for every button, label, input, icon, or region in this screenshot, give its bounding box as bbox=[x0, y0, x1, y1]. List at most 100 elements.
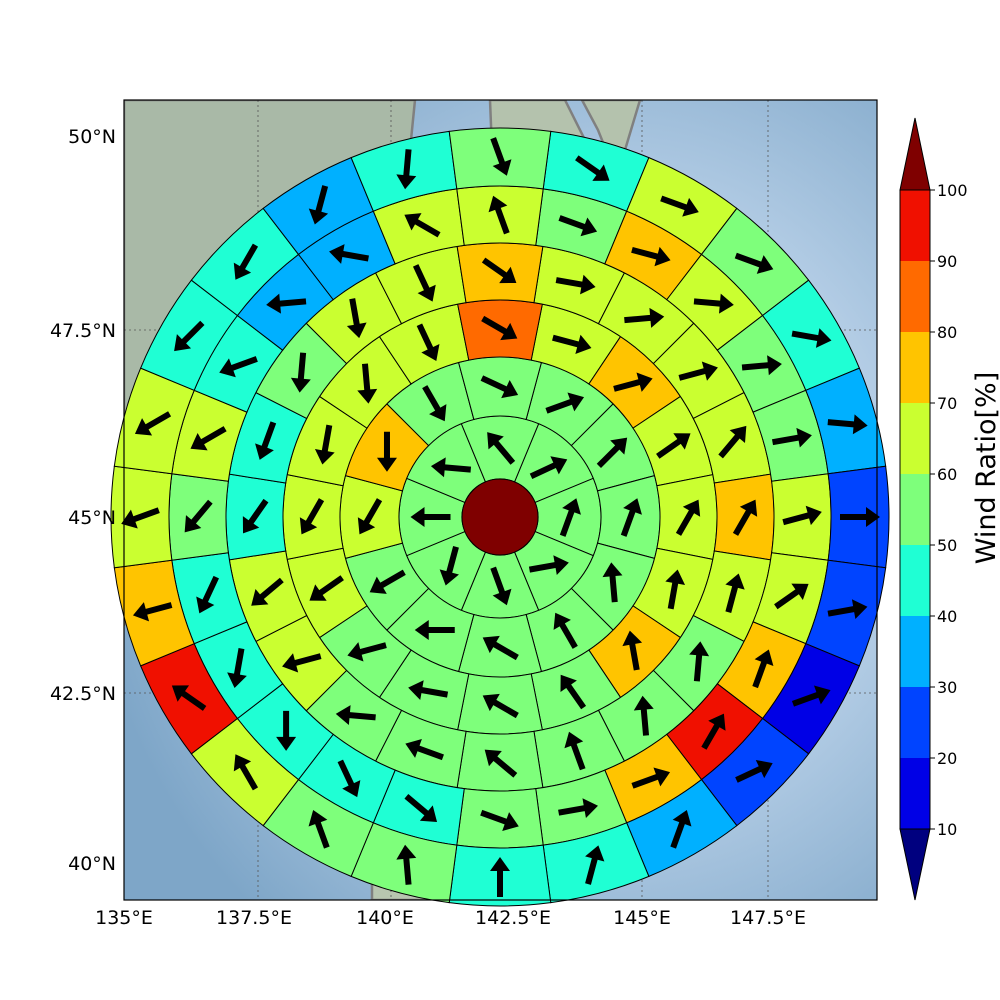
wind-arrow bbox=[575, 155, 610, 181]
wind-arrow bbox=[656, 433, 691, 459]
wind-arrow bbox=[196, 575, 219, 614]
wind-arrow bbox=[559, 498, 581, 537]
wind-arrow bbox=[741, 355, 782, 376]
colorbar-over-triangle bbox=[899, 117, 931, 191]
wind-arrow bbox=[555, 274, 596, 295]
wind-arrow bbox=[414, 620, 455, 641]
colorbar-band bbox=[900, 332, 930, 403]
wind-arrow bbox=[405, 739, 444, 761]
colorbar-tick-label: 80 bbox=[937, 323, 957, 342]
wind-arrow bbox=[490, 857, 510, 897]
wind-arrow bbox=[665, 569, 686, 610]
lon-tick-label: 137.5°E bbox=[216, 907, 292, 929]
wind-arrow bbox=[314, 424, 335, 465]
wind-arrow bbox=[752, 649, 774, 689]
wind-arrow bbox=[481, 315, 518, 341]
lon-tick-label: 142.5°E bbox=[475, 907, 551, 929]
lon-tick-label: 135°E bbox=[95, 907, 153, 929]
wind-arrow bbox=[791, 685, 831, 707]
wind-arrow bbox=[678, 361, 718, 381]
wind-arrow bbox=[480, 809, 519, 831]
colorbar-band bbox=[900, 261, 930, 332]
wind-arrow bbox=[357, 498, 383, 535]
wind-arrow bbox=[689, 641, 710, 682]
colorbar-label: Wind Ratio[%] bbox=[971, 372, 1000, 564]
wind-arrow bbox=[660, 195, 699, 217]
wind-arrow bbox=[369, 569, 406, 594]
colorbar-tick-label: 30 bbox=[937, 678, 957, 697]
wind-arrow bbox=[404, 213, 441, 238]
wind-arrow bbox=[771, 427, 812, 448]
wind-arrow bbox=[564, 731, 586, 771]
wind-arrow bbox=[487, 432, 516, 465]
wind-arrow bbox=[481, 257, 517, 284]
wind-arrow bbox=[357, 363, 378, 404]
wind-ratio-sectors bbox=[110, 127, 890, 907]
wind-arrow bbox=[134, 411, 172, 436]
colorbar-band bbox=[900, 687, 930, 758]
wind-arrow bbox=[613, 372, 653, 392]
wind-arrow bbox=[558, 215, 598, 237]
wind-arrow bbox=[299, 498, 325, 535]
wind-arrow bbox=[255, 421, 277, 460]
colorbar-tick-label: 90 bbox=[937, 252, 957, 271]
wind-arrow bbox=[309, 575, 344, 601]
wind-arrow bbox=[490, 566, 512, 606]
wind-arrow bbox=[631, 246, 671, 267]
wind-arrow bbox=[337, 759, 361, 798]
wind-arrow bbox=[484, 749, 518, 778]
colorbar-tick-label: 20 bbox=[937, 749, 957, 768]
colorbar-band bbox=[900, 758, 930, 829]
wind-arrow bbox=[396, 149, 417, 190]
lat-tick-label: 42.5°N bbox=[50, 683, 116, 705]
wind-arrow bbox=[290, 352, 311, 393]
wind-arrow bbox=[376, 431, 397, 472]
wind-arrow bbox=[412, 264, 436, 302]
wind-arrow bbox=[439, 546, 459, 586]
wind-arrow bbox=[633, 695, 654, 736]
wind-arrow bbox=[132, 602, 173, 622]
wind-arrow bbox=[482, 635, 519, 661]
wind-arrow bbox=[227, 648, 247, 688]
wind-arrow bbox=[553, 612, 578, 649]
wind-arrow bbox=[782, 505, 822, 526]
wind-arrow bbox=[545, 392, 585, 414]
wind-arrow bbox=[675, 499, 701, 536]
wind-arrow bbox=[701, 713, 726, 750]
wind-arrow bbox=[622, 630, 643, 671]
wind-arrow bbox=[488, 195, 510, 235]
wind-arrow bbox=[624, 307, 665, 328]
wind-arrow bbox=[602, 562, 623, 603]
wind-arrow bbox=[404, 794, 438, 823]
lat-tick-label: 47.5°N bbox=[50, 320, 116, 342]
wind-arrow bbox=[732, 499, 758, 536]
colorbar: 10 20 30 40 50 60 70 80 90 100 Wind Ratio[%] bbox=[899, 117, 1000, 901]
colorbar-tick-label: 60 bbox=[937, 465, 957, 484]
center-disk bbox=[461, 478, 539, 556]
wind-arrow bbox=[693, 293, 734, 314]
wind-arrow bbox=[735, 759, 773, 783]
wind-arrow bbox=[266, 293, 307, 314]
wind-arrow bbox=[490, 137, 512, 176]
colorbar-tick-label: 70 bbox=[937, 394, 957, 413]
lat-tick-label: 50°N bbox=[68, 126, 116, 148]
wind-arrow bbox=[219, 356, 258, 378]
wind-arrow bbox=[171, 685, 207, 711]
wind-arrow bbox=[482, 693, 519, 719]
wind-arrow bbox=[184, 499, 213, 533]
wind-arrow bbox=[396, 844, 417, 885]
wind-arrow bbox=[422, 385, 447, 422]
wind-arrow bbox=[416, 323, 440, 361]
wind-arrows bbox=[121, 137, 880, 897]
lon-tick-label: 145°E bbox=[613, 907, 671, 929]
lon-tick-labels: 135°E 137.5°E 140°E 142.5°E 145°E 147.5°… bbox=[95, 907, 806, 929]
wind-arrow bbox=[242, 498, 269, 534]
wind-arrow bbox=[410, 507, 451, 527]
lon-tick-label: 147.5°E bbox=[730, 907, 806, 929]
colorbar-band bbox=[900, 403, 930, 474]
wind-arrow bbox=[233, 754, 259, 791]
wind-arrow bbox=[282, 653, 322, 673]
wind-arrow bbox=[251, 577, 284, 606]
colorbar-band bbox=[900, 545, 930, 616]
